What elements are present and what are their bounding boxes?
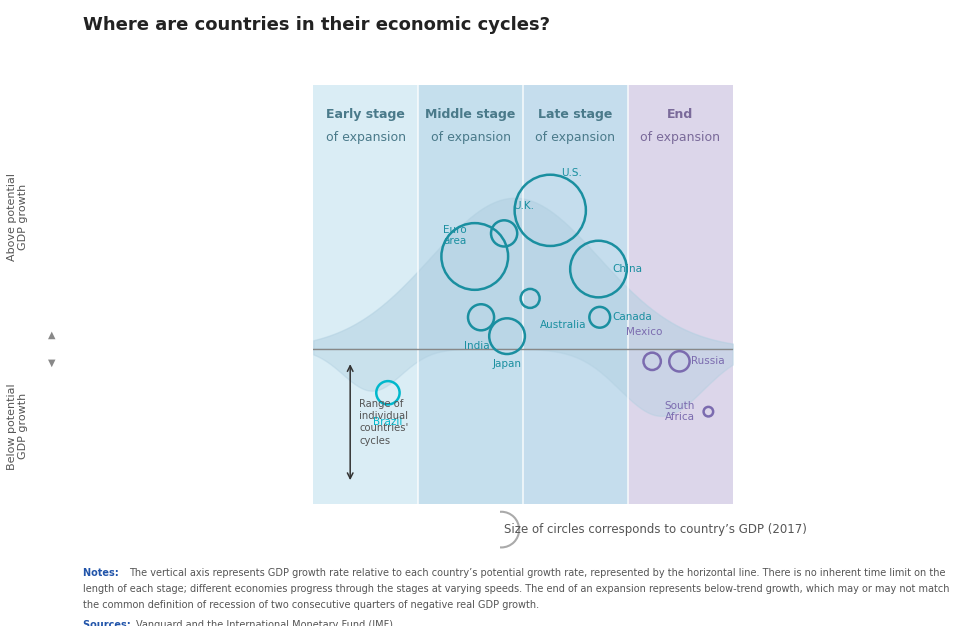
Text: The vertical axis represents GDP growth rate relative to each country’s potentia: The vertical axis represents GDP growth … [129, 568, 946, 578]
Text: Euro
area: Euro area [444, 225, 467, 246]
Text: the common definition of recession of two consecutive quarters of negative real : the common definition of recession of tw… [83, 600, 539, 610]
Text: Sources:: Sources: [83, 620, 134, 626]
Text: of expansion: of expansion [535, 131, 615, 143]
Text: China: China [612, 264, 642, 274]
Text: ▲: ▲ [48, 330, 55, 340]
Bar [418, 85, 523, 504]
Text: of expansion: of expansion [431, 131, 511, 143]
Text: U.K.: U.K. [513, 201, 534, 211]
Text: Japan: Japan [492, 359, 522, 369]
Text: Range of
individual
countries'
cycles: Range of individual countries' cycles [359, 399, 409, 446]
Text: of expansion: of expansion [640, 131, 720, 143]
Text: Mexico: Mexico [627, 327, 663, 337]
Text: South
Africa: South Africa [665, 401, 695, 423]
Text: ▼: ▼ [48, 357, 55, 367]
Text: Notes:: Notes: [83, 568, 122, 578]
Text: Australia: Australia [540, 320, 587, 330]
Text: Brazil: Brazil [374, 417, 403, 427]
Text: India: India [464, 341, 489, 351]
Bar [523, 85, 628, 504]
Text: Early stage: Early stage [326, 108, 405, 121]
Text: Above potential
GDP growth: Above potential GDP growth [7, 173, 28, 260]
Text: Middle stage: Middle stage [425, 108, 516, 121]
Text: U.S.: U.S. [561, 168, 583, 178]
Bar [628, 85, 733, 504]
Text: Size of circles corresponds to country’s GDP (2017): Size of circles corresponds to country’s… [503, 523, 807, 536]
Text: Russia: Russia [691, 356, 724, 366]
Text: Vanguard and the International Monetary Fund (IMF).: Vanguard and the International Monetary … [136, 620, 396, 626]
Bar [313, 85, 418, 504]
Text: End: End [667, 108, 694, 121]
Text: Late stage: Late stage [538, 108, 613, 121]
Text: Where are countries in their economic cycles?: Where are countries in their economic cy… [83, 16, 550, 34]
Text: Below potential
GDP growth: Below potential GDP growth [7, 383, 28, 470]
Text: length of each stage; different economies progress through the stages at varying: length of each stage; different economie… [83, 584, 950, 594]
Text: Canada: Canada [612, 312, 652, 322]
Text: of expansion: of expansion [326, 131, 406, 143]
